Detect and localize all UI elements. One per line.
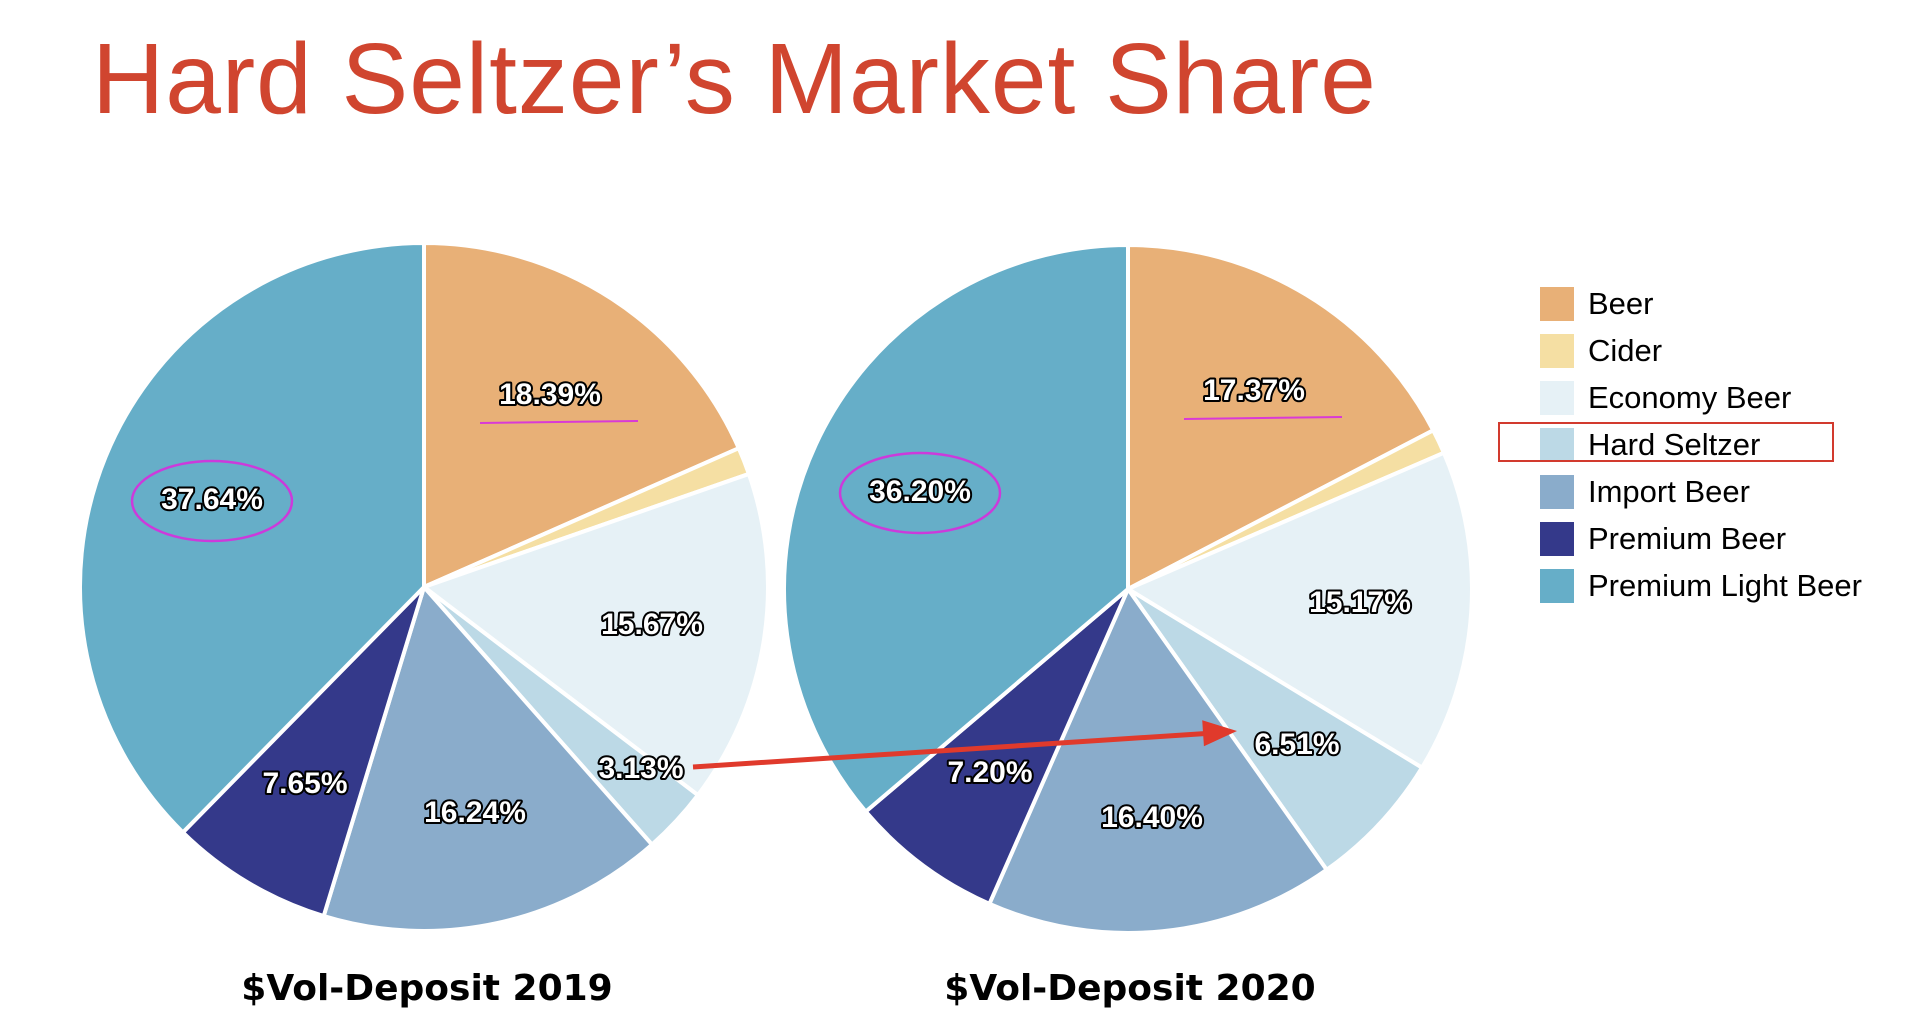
legend-swatch	[1540, 333, 1574, 368]
slice-label-import-beer-2020: 16.40%	[1101, 801, 1203, 834]
slice-label-beer-2020: 17.37%	[1203, 374, 1305, 407]
underline-17-37	[1183, 416, 1343, 420]
pie-chart-2020: 17.37% 15.17% 6.51% 16.40% 7.20% 36.20%	[782, 242, 1474, 935]
circle-highlight-37-64	[130, 459, 294, 543]
pie-slice-premium-beer-2019	[180, 585, 426, 919]
pie-slice-import-beer-2020	[986, 584, 1330, 935]
pie-chart-2019: 18.39% 15.67% 3.13% 16.24% 7.65% 37.64%	[78, 240, 770, 933]
legend-swatch	[1540, 521, 1574, 556]
legend-swatch	[1540, 286, 1574, 321]
slice-label-premium-light-beer-2020: 36.20%	[869, 475, 971, 508]
slice-label-economy-beer-2019: 15.67%	[601, 608, 703, 641]
chart-caption-2019: $Vol-Deposit 2019	[241, 968, 612, 1009]
page-title: Hard Seltzer’s Market Share	[92, 23, 1377, 135]
arrow-line	[692, 729, 1230, 770]
legend-item-beer: Beer	[1540, 280, 1862, 327]
slice-label-premium-beer-2020: 7.20%	[947, 756, 1032, 789]
legend-item-premium-light-beer: Premium Light Beer	[1540, 562, 1862, 609]
slice-label-hard-seltzer-2020: 6.51%	[1254, 728, 1339, 761]
pie-slice-economy-beer-2020	[1123, 450, 1474, 771]
legend-item-hard-seltzer: Hard Seltzer	[1540, 421, 1862, 468]
legend-item-import-beer: Import Beer	[1540, 468, 1862, 515]
legend-item-cider: Cider	[1540, 327, 1862, 374]
underline-18-39	[479, 420, 639, 424]
legend-label: Economy Beer	[1588, 379, 1792, 415]
slice-label-hard-seltzer-2019: 3.13%	[598, 752, 683, 785]
legend-swatch	[1540, 568, 1574, 603]
slice-label-beer-2019: 18.39%	[499, 378, 601, 411]
legend-label: Cider	[1588, 332, 1663, 368]
pie-slice-import-beer-2019	[321, 582, 655, 933]
pie-slice-premium-light-beer-2019	[78, 240, 426, 836]
legend-label: Premium Light Beer	[1588, 567, 1862, 603]
slice-label-premium-beer-2019: 7.65%	[262, 767, 347, 800]
legend-label: Premium Beer	[1588, 520, 1787, 556]
legend-highlight-box	[1498, 422, 1834, 462]
legend-swatch	[1540, 474, 1574, 509]
chart-caption-2020: $Vol-Deposit 2020	[944, 968, 1315, 1009]
legend-label: Import Beer	[1588, 473, 1750, 509]
legend-swatch	[1540, 380, 1574, 415]
slice-label-economy-beer-2020: 15.17%	[1309, 586, 1411, 619]
arrow-head	[1202, 720, 1237, 747]
legend-label: Beer	[1588, 285, 1654, 321]
circle-highlight-36-20	[838, 451, 1002, 535]
legend-label: Hard Seltzer	[1588, 426, 1761, 462]
legend: Beer Cider Economy Beer Hard Seltzer Import …	[1540, 280, 1862, 609]
pie-slice-hard-seltzer-2020	[1126, 587, 1425, 873]
pie-slice-beer-2019	[422, 240, 742, 591]
slice-label-import-beer-2019: 16.24%	[424, 796, 526, 829]
legend-item-premium-beer: Premium Beer	[1540, 515, 1862, 562]
annotations	[130, 416, 1343, 770]
legend-swatch	[1540, 427, 1574, 462]
legend-item-economy-beer: Economy Beer	[1540, 374, 1862, 421]
slice-label-premium-light-beer-2019: 37.64%	[161, 483, 263, 516]
